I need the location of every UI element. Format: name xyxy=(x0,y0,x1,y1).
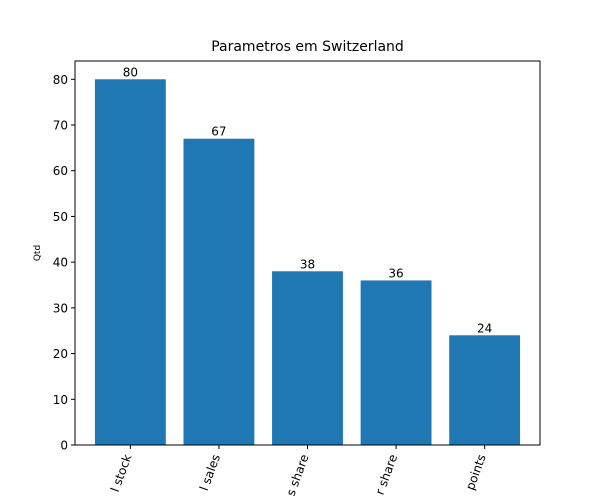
data-label-1: 67 xyxy=(211,125,226,139)
y-tick-label-4: 40 xyxy=(53,256,68,270)
y-axis: 0 10 20 30 40 50 60 70 80 xyxy=(53,73,75,453)
data-label-2: 38 xyxy=(300,257,315,271)
y-tick-label-7: 70 xyxy=(53,119,68,133)
bar-0 xyxy=(94,79,166,445)
bar-3 xyxy=(360,280,432,445)
y-tick-label-0: 0 xyxy=(60,439,68,453)
bar-4 xyxy=(449,335,521,445)
chart-title: Parametros em Switzerland xyxy=(211,39,404,55)
data-label-0: 80 xyxy=(123,65,138,79)
plot-frame xyxy=(74,60,541,446)
y-tick-label-5: 50 xyxy=(53,210,68,224)
data-labels-group: 80 67 38 36 24 xyxy=(123,65,493,335)
y-axis-label: Qtd xyxy=(33,245,43,261)
bars-group xyxy=(94,79,521,445)
y-tick-label-8: 80 xyxy=(53,73,68,87)
y-tick-label-3: 30 xyxy=(53,301,68,315)
y-tick-label-6: 60 xyxy=(53,164,68,178)
data-label-4: 24 xyxy=(477,321,492,335)
y-tick-label-1: 10 xyxy=(53,393,68,407)
bar-2 xyxy=(272,271,343,445)
bar-1 xyxy=(183,138,255,445)
data-label-3: 36 xyxy=(388,266,403,280)
y-tick-label-2: 20 xyxy=(53,347,68,361)
